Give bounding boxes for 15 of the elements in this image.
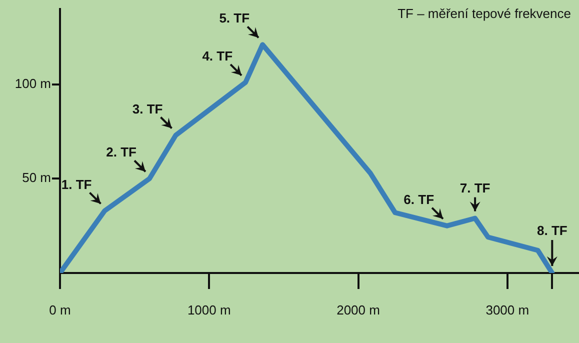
x-tick-label: 3000 m <box>486 302 530 318</box>
annotation: 6. TF <box>404 192 434 207</box>
x-tick-label: 2000 m <box>336 302 380 318</box>
annotation: 1. TF <box>61 176 92 192</box>
x-tick-label: 1000 m <box>187 302 231 318</box>
y-tick-label: 100 m <box>14 76 51 91</box>
annotation: 2. TF <box>106 144 137 160</box>
annotation: 5. TF <box>219 10 250 26</box>
annotation: TF – měření tepové frekvence <box>398 6 571 22</box>
x-tick-label: 0 m <box>49 302 71 318</box>
annotation: 7. TF <box>460 180 490 196</box>
annotation: 4. TF <box>202 48 233 64</box>
y-tick-label: 50 m <box>22 170 51 186</box>
annotation: 3. TF <box>132 101 163 116</box>
annotation: 8. TF <box>536 223 568 238</box>
